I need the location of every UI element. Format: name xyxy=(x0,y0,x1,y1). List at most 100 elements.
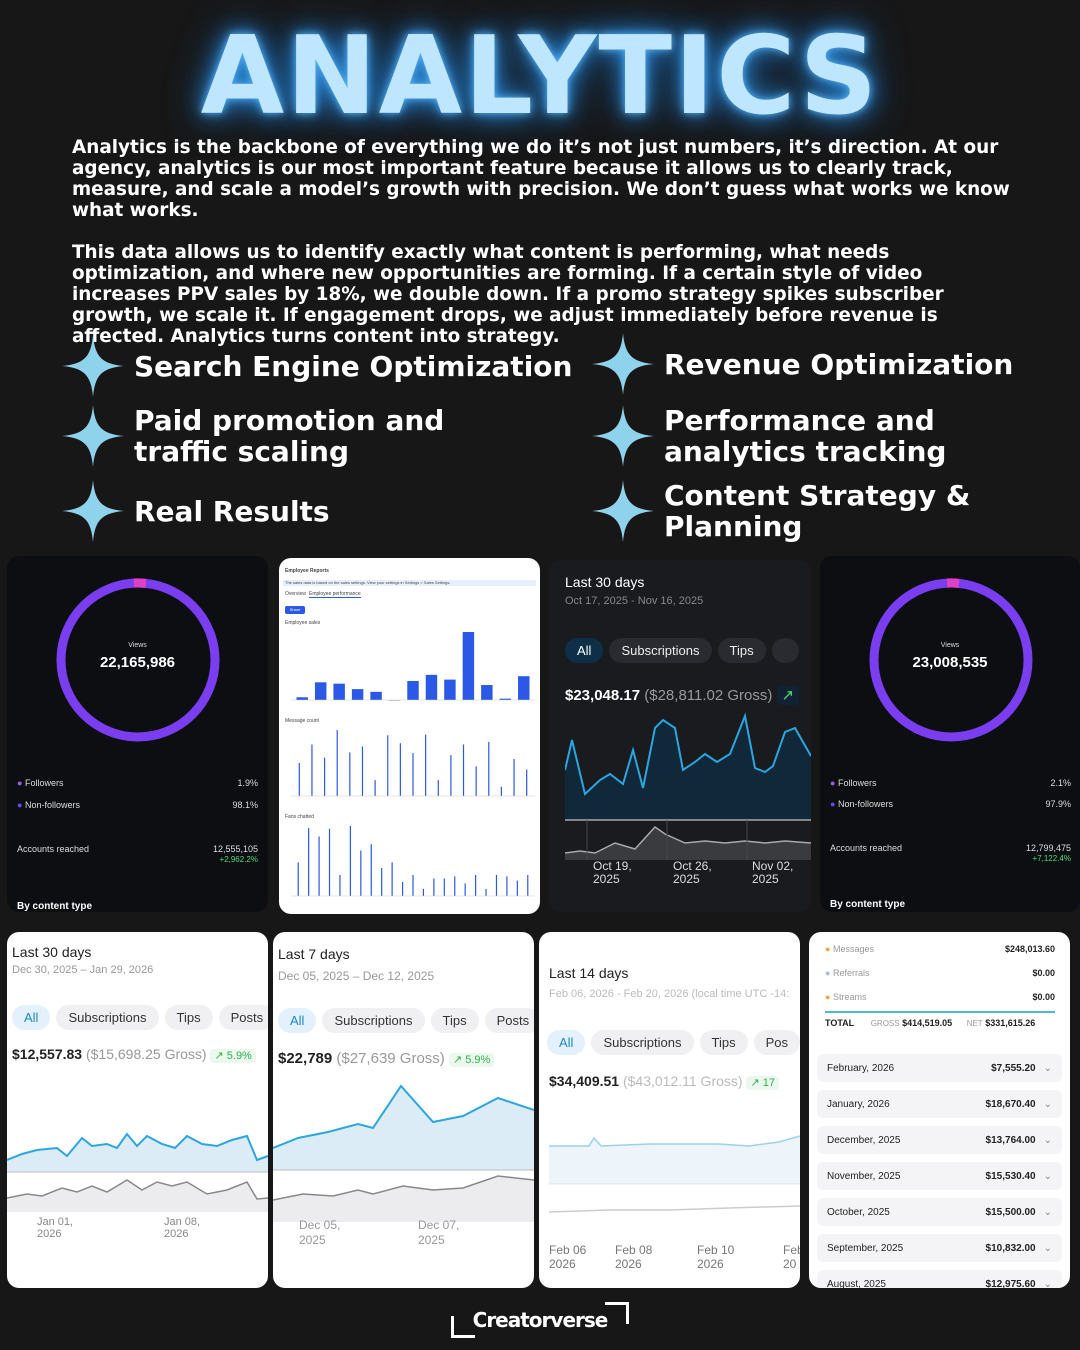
bar xyxy=(485,889,487,896)
tab-overview[interactable]: Overview xyxy=(285,591,306,597)
x-tick: Jan 01, 2026 xyxy=(37,1216,74,1240)
sparkle-icon xyxy=(592,405,654,467)
reached-label: Accounts reached xyxy=(830,843,903,853)
share-button[interactable]: Share xyxy=(285,606,305,614)
feature-label: Paid promotion and traffic scaling xyxy=(134,404,445,468)
page-title: ANALYTICS xyxy=(200,14,880,139)
bar xyxy=(425,674,438,700)
bar xyxy=(370,844,372,896)
bar xyxy=(433,878,435,896)
net-earnings: $34,409.51 xyxy=(549,1073,620,1089)
tab-employee-performance[interactable]: Employee performance xyxy=(309,591,361,598)
bar xyxy=(349,826,351,896)
gross-earnings: ($43,012.11 Gross) xyxy=(622,1073,743,1089)
nonfollowers-label: Non-followers xyxy=(837,799,893,809)
tab-subscriptions[interactable]: Subscriptions xyxy=(322,1008,425,1033)
gross-earnings: ($28,811.02 Gross) xyxy=(644,687,773,704)
tab-all[interactable]: All xyxy=(278,1008,317,1033)
bar xyxy=(370,691,382,700)
brand-name: Creatorverse xyxy=(472,1308,609,1332)
tab-all[interactable]: All xyxy=(12,1005,51,1030)
earnings-summary: $22,789 ($27,639 Gross) ↗ 5.9% xyxy=(278,1050,495,1067)
views-card-2: Views 23,008,535 ● Followers 2.1% ● Non-f… xyxy=(820,556,1080,912)
chevron-down-icon: ⌄ xyxy=(1043,1278,1052,1289)
bar xyxy=(298,763,300,796)
month-row[interactable]: December, 2025 $13,764.00 ⌄ xyxy=(817,1126,1062,1154)
earnings-summary: $23,048.17 ($28,811.02 Gross) ↗ xyxy=(565,686,800,705)
sparkle-icon xyxy=(62,405,124,467)
x-tick: Nov 02, 2025 xyxy=(752,859,794,886)
bar xyxy=(328,828,331,896)
feature-label: Content Strategy & Planning xyxy=(664,479,971,543)
nonfollowers-label: Non-followers xyxy=(24,800,80,810)
views-label: Views xyxy=(940,642,960,649)
views-value: 22,165,986 xyxy=(99,654,176,671)
chevron-down-icon: ⌄ xyxy=(1043,1170,1052,1182)
earnings-summary: $12,557.83 ($15,698.25 Gross) ↗ 5.9% xyxy=(12,1046,256,1063)
bar xyxy=(450,755,452,796)
tab-posts[interactable]: Pos xyxy=(753,1030,800,1055)
fans-chatted-heading: Fans chatted xyxy=(285,814,314,820)
tab-all[interactable]: All xyxy=(565,638,604,663)
tab-tips[interactable]: Tips xyxy=(164,1005,213,1030)
report-notice: The sales data is based on the sales set… xyxy=(285,580,451,585)
filter-tabs: All Subscriptions Tips Posts xyxy=(12,1005,268,1030)
bar xyxy=(475,875,477,896)
bar xyxy=(412,753,414,796)
total-row: TOTAL GROSS $414,519.05 NET $331,615.26 xyxy=(825,1018,1036,1028)
intro-paragraph-2: This data allows us to identify exactly … xyxy=(72,242,944,347)
bar xyxy=(444,679,456,700)
earnings-card-14d: Last 14 days Feb 06, 2026 - Feb 20, 2026… xyxy=(539,932,800,1288)
views-value: 23,008,535 xyxy=(912,654,988,671)
employee-reports-card: Employee Reports The sales data is based… xyxy=(279,558,540,914)
tab-tips[interactable]: Tips xyxy=(717,638,766,663)
followers-label: Followers xyxy=(837,778,877,788)
bar xyxy=(464,883,466,896)
reached-value: 12,799,475 xyxy=(1025,843,1071,853)
feature-item: Revenue Optimization xyxy=(592,333,1013,395)
bar xyxy=(462,632,475,700)
bar xyxy=(339,875,341,896)
earnings-line-chart xyxy=(549,1135,800,1213)
month-row[interactable]: February, 2026 $7,555.20 ⌄ xyxy=(817,1054,1062,1082)
content-type-heading: By content type xyxy=(830,899,906,910)
month-row[interactable]: September, 2025 $10,832.00 ⌄ xyxy=(817,1234,1062,1262)
bar xyxy=(391,862,393,896)
month-row[interactable]: August, 2025 $12,975.60 ⌄ xyxy=(817,1270,1062,1288)
tab-all[interactable]: All xyxy=(547,1030,586,1055)
change-pct: 5.9% xyxy=(226,1050,252,1062)
bar xyxy=(308,828,310,896)
earnings-line-chart xyxy=(565,712,811,860)
tab-subscriptions[interactable]: Subscriptions xyxy=(591,1030,694,1055)
month-row[interactable]: November, 2025 $15,530.40 ⌄ xyxy=(817,1162,1062,1190)
net-earnings: $12,557.83 xyxy=(12,1046,83,1062)
tab-posts[interactable]: Posts xyxy=(484,1008,534,1033)
followers-pct: 2.1% xyxy=(1050,778,1071,788)
tab-subscriptions[interactable]: Subscriptions xyxy=(56,1005,159,1030)
reached-row: Accounts reached 12,555,105 +2,962.2% xyxy=(17,844,258,864)
reached-row: Accounts reached 12,799,475 +7,122.4% xyxy=(830,843,1071,863)
bar xyxy=(499,698,512,700)
bar xyxy=(475,766,477,796)
bar xyxy=(513,759,515,796)
tab-tips[interactable]: Tips xyxy=(430,1008,479,1033)
tab-posts[interactable]: Posts xyxy=(218,1005,268,1030)
bar xyxy=(311,744,313,796)
tab-tips[interactable]: Tips xyxy=(699,1030,748,1055)
bar xyxy=(506,876,508,896)
bar xyxy=(387,735,389,796)
fans-chatted-chart xyxy=(291,826,535,897)
trend-up-icon: ↗ xyxy=(750,1077,760,1089)
tab-subscriptions[interactable]: Subscriptions xyxy=(609,638,712,663)
feature-item: Paid promotion and traffic scaling xyxy=(62,405,514,467)
chevron-down-icon: ⌄ xyxy=(1043,1098,1052,1110)
chevron-down-icon: ⌄ xyxy=(1043,1206,1052,1218)
followers-row: ● Followers 1.9% xyxy=(17,778,258,788)
sparkle-icon xyxy=(62,480,124,542)
month-row[interactable]: January, 2026 $18,670.40 ⌄ xyxy=(817,1090,1062,1118)
sparkle-icon xyxy=(62,335,124,397)
feature-label: Revenue Optimization xyxy=(664,347,1014,381)
month-row[interactable]: October, 2025 $15,500.00 ⌄ xyxy=(817,1198,1062,1226)
bar xyxy=(349,752,351,796)
